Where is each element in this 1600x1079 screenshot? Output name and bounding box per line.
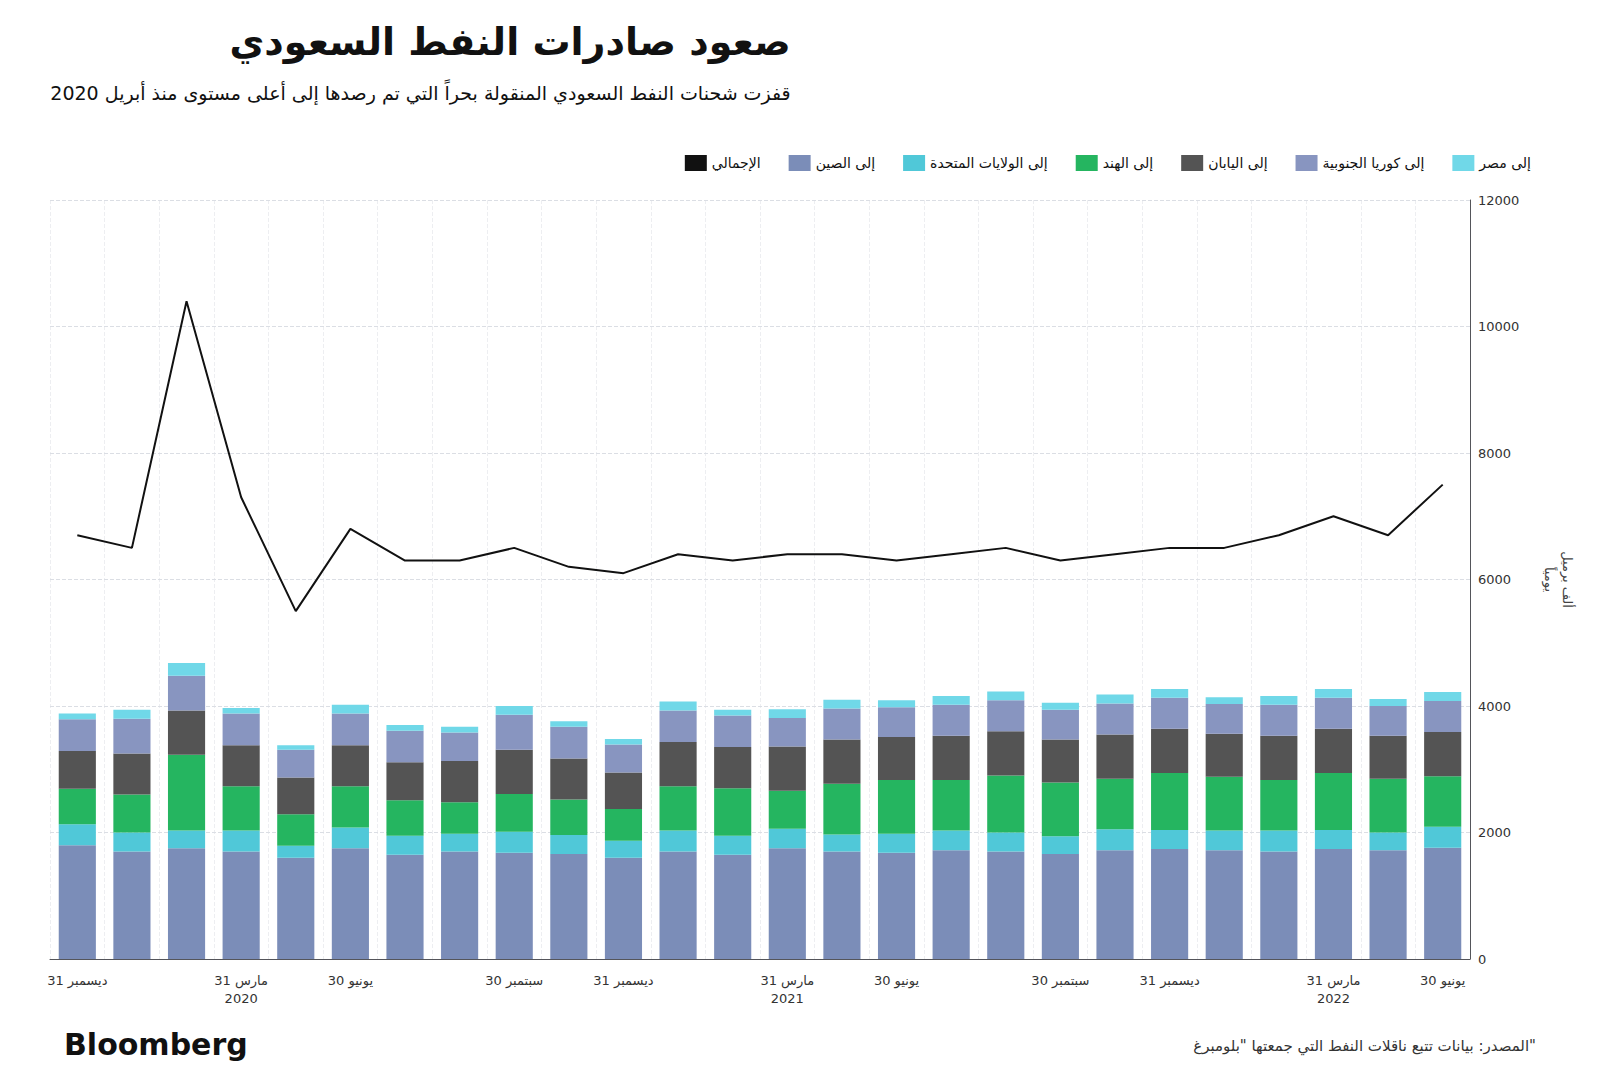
svg-text:8000: 8000 — [1478, 446, 1511, 461]
svg-text:صعود صادرات النفط السعودي: صعود صادرات النفط السعودي — [230, 20, 791, 64]
svg-text:إلى الولايات المتحدة: إلى الولايات المتحدة — [930, 155, 1048, 172]
svg-text:31 مارس: 31 مارس — [214, 973, 268, 989]
svg-text:10000: 10000 — [1478, 319, 1519, 334]
svg-text:30 سبتمبر: 30 سبتمبر — [1031, 973, 1089, 989]
svg-text:إلى اليابان: إلى اليابان — [1208, 155, 1267, 172]
svg-text:يومياً: يومياً — [1541, 566, 1559, 592]
svg-text:الإجمالي: الإجمالي — [712, 155, 761, 172]
svg-text:إلى مصر: إلى مصر — [1478, 155, 1531, 172]
svg-text:31 ديسمبر: 31 ديسمبر — [1139, 973, 1200, 989]
svg-text:31 ديسمبر: 31 ديسمبر — [47, 973, 108, 989]
svg-text:30 يونيو: 30 يونيو — [874, 973, 920, 989]
svg-text:المصدر: بيانات تتبع ناقلات الن: المصدر: بيانات تتبع ناقلات النفط التي جم… — [1193, 1037, 1536, 1056]
svg-text:30 يونيو: 30 يونيو — [328, 973, 374, 989]
svg-text:إلى الهند: إلى الهند — [1103, 155, 1154, 172]
svg-text:2020: 2020 — [225, 991, 258, 1006]
svg-text:30 سبتمبر: 30 سبتمبر — [485, 973, 543, 989]
svg-text:6000: 6000 — [1478, 572, 1511, 587]
svg-text:2021: 2021 — [771, 991, 804, 1006]
svg-text:قفزت شحنات النفط السعودي المنق: قفزت شحنات النفط السعودي المنقولة بحراً … — [50, 79, 790, 105]
svg-text:2022: 2022 — [1317, 991, 1350, 1006]
svg-text:إلى الصين: إلى الصين — [816, 155, 876, 172]
svg-text:12000: 12000 — [1478, 193, 1519, 208]
svg-text:31 مارس: 31 مارس — [760, 973, 814, 989]
svg-text:30 يونيو: 30 يونيو — [1420, 973, 1466, 989]
svg-text:31 ديسمبر: 31 ديسمبر — [593, 973, 654, 989]
svg-text:31 مارس: 31 مارس — [1307, 973, 1361, 989]
svg-text:إلى كوريا الجنوبية: إلى كوريا الجنوبية — [1323, 155, 1425, 172]
svg-text:Bloomberg: Bloomberg — [64, 1027, 248, 1062]
svg-text:2000: 2000 — [1478, 825, 1511, 840]
svg-text:0: 0 — [1478, 952, 1486, 967]
svg-text:ألف برميل: ألف برميل — [1559, 551, 1576, 608]
svg-text:4000: 4000 — [1478, 699, 1511, 714]
